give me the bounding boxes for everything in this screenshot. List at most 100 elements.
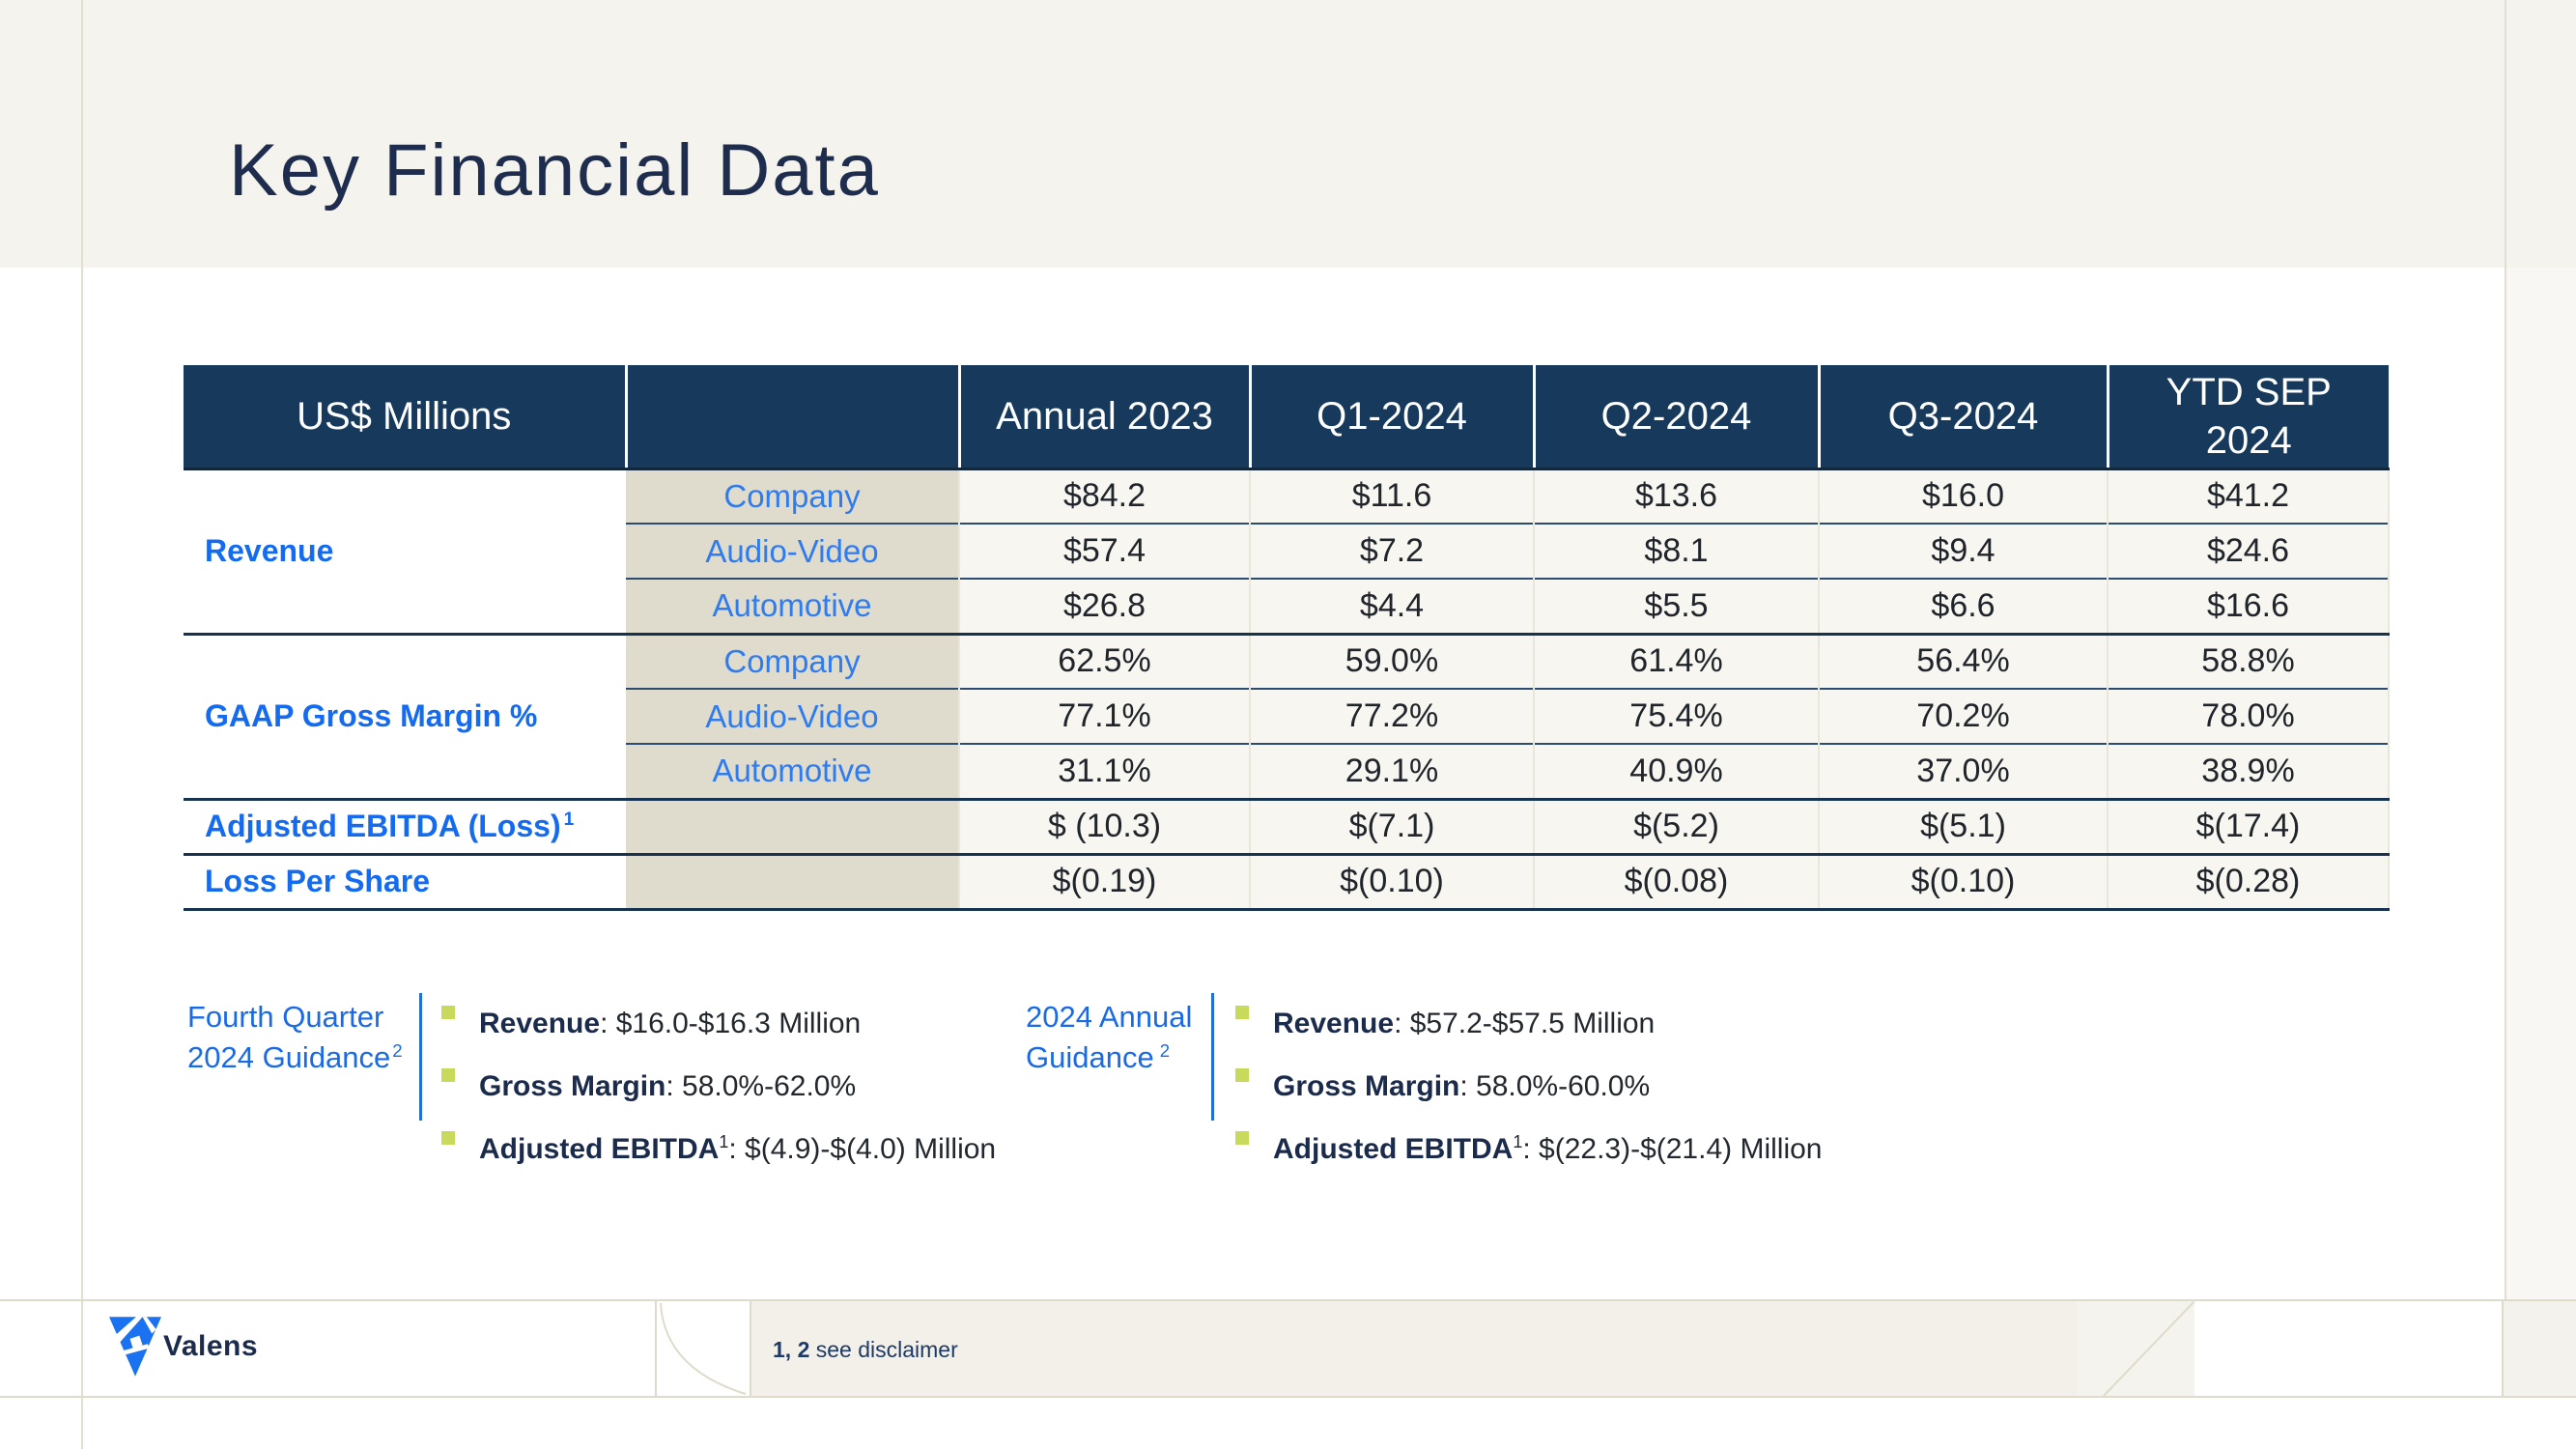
segment-label: Audio-Video [626,523,960,579]
bullet-square-icon [441,1006,455,1019]
cell-value: $(0.28) [2108,852,2390,911]
segment-blank [626,852,960,911]
footer-arc-decoration [655,1299,751,1398]
header-ytd-sep-2024: YTD SEP 2024 [2108,365,2389,470]
cell-value: 56.4% [1819,632,2109,689]
cell-value: $6.6 [1819,578,2109,634]
cell-value: 70.2% [1819,688,2109,744]
left-margin-line [81,0,83,1449]
header-unit: US$ Millions [184,365,628,470]
brand-name: Valens [163,1330,259,1362]
row-group-adjusted-ebitda: Adjusted EBITDA (Loss) 1 [184,797,626,854]
cell-value: 77.1% [959,688,1251,744]
cell-value: 77.2% [1250,688,1535,744]
guidance-annual-section: 2024 Annual Guidance 2 Revenue: $57.2-$57… [1026,993,1822,1169]
cell-value: $(0.10) [1250,852,1535,911]
cell-value: $(5.1) [1819,797,2109,854]
cell-value: 29.1% [1250,743,1535,799]
footer-right-band [2504,1301,2576,1396]
table-row: Automotive 31.1% 29.1% 40.9% 37.0% 38.9% [184,743,2390,799]
cell-value: 58.8% [2108,632,2390,689]
table-row: Revenue Company $84.2 $11.6 $13.6 $16.0 … [184,469,2390,634]
table-row: Automotive $26.8 $4.4 $5.5 $6.6 $16.6 [184,578,2390,634]
cell-value: 59.0% [1250,632,1535,689]
segment-label: Company [626,632,960,689]
cell-value: $(17.4) [2108,797,2390,854]
cell-value: $(0.10) [1819,852,2109,911]
header-q1-2024: Q1-2024 [1250,365,1536,470]
financial-table: US$ Millions Annual 2023 Q1-2024 Q2-2024… [184,365,2390,911]
cell-value: $(0.08) [1534,852,1820,911]
bullet-square-icon [1235,1068,1249,1082]
guidance-items: Revenue: $57.2-$57.5 Million Gross Margi… [1235,997,1822,1169]
guidance-item-gross-margin: Gross Margin: 58.0%-62.0% [441,1060,996,1106]
cell-value: 78.0% [2108,688,2390,744]
cell-value: 62.5% [959,632,1251,689]
guidance-item-revenue: Revenue: $16.0-$16.3 Million [441,997,996,1043]
footnote-marker: 1 [719,1132,729,1151]
table-row: Loss Per Share $(0.19) $(0.10) $(0.08) $… [184,852,2390,911]
cell-value: $5.5 [1534,578,1820,634]
table-header-row: US$ Millions Annual 2023 Q1-2024 Q2-2024… [184,365,2389,470]
diagonal-line-icon [2103,1300,2195,1397]
footer-bottom-line [0,1396,2576,1398]
bullet-square-icon [441,1068,455,1082]
footnote-marker: 2 [1159,1039,1171,1061]
footnote-marker: 1 [563,810,575,831]
header-blank [626,365,961,470]
guidance-divider [1211,993,1214,1121]
table-row: Audio-Video 77.1% 77.2% 75.4% 70.2% 78.0… [184,688,2390,744]
cell-value: $24.6 [2108,523,2390,579]
footer-white-box [2194,1301,2504,1396]
bullet-square-icon [441,1131,455,1145]
segment-label: Automotive [626,743,960,799]
row-group-loss-per-share: Loss Per Share [184,852,626,911]
cell-value: $(5.2) [1534,797,1820,854]
right-margin-line [2505,0,2506,1335]
table-row: Audio-Video $57.4 $7.2 $8.1 $9.4 $24.6 [184,523,2390,579]
header-q2-2024: Q2-2024 [1534,365,1821,470]
guidance-q4-section: Fourth Quarter 2024 Guidance 2 Revenue: $… [187,993,996,1169]
cell-value: 38.9% [2108,743,2390,799]
footnote-marker: 1 [1513,1132,1523,1151]
cell-value: 61.4% [1534,632,1820,689]
segment-label: Audio-Video [626,688,960,744]
guidance-item-revenue: Revenue: $57.2-$57.5 Million [1235,997,1822,1043]
guidance-divider [419,993,422,1121]
cell-value: 31.1% [959,743,1251,799]
table-row: Adjusted EBITDA (Loss) 1 $ (10.3) $(7.1) … [184,797,2390,854]
cell-value: 75.4% [1534,688,1820,744]
cell-value: 40.9% [1534,743,1820,799]
header-annual-2023: Annual 2023 [959,365,1252,470]
row-group-gaap-gross-margin: GAAP Gross Margin % [184,632,626,799]
footer-diagonal-decoration [2077,1300,2195,1397]
segment-blank [626,797,960,854]
footnote-numbers: 1, 2 [773,1337,810,1362]
bullet-square-icon [1235,1131,1249,1145]
guidance-item-adjusted-ebitda: Adjusted EBITDA1: $(4.9)-$(4.0) Million [441,1122,996,1169]
row-group-revenue: Revenue [184,469,626,634]
cell-value: $41.2 [2108,469,2390,524]
footer-disclaimer: 1, 2 see disclaimer [773,1337,958,1362]
guidance-items: Revenue: $16.0-$16.3 Million Gross Margi… [441,997,996,1169]
cell-value: $16.0 [1819,469,2109,524]
footer-middle-band [751,1301,2077,1396]
cell-value: $57.4 [959,523,1251,579]
cell-value: $7.2 [1250,523,1535,579]
guidance-item-adjusted-ebitda: Adjusted EBITDA1: $(22.3)-$(21.4) Millio… [1235,1122,1822,1169]
guidance-q4-heading: Fourth Quarter 2024 Guidance 2 [187,1000,403,1074]
segment-label: Automotive [626,578,960,634]
footnote-marker: 2 [392,1039,403,1061]
guidance-annual-heading: 2024 Annual Guidance 2 [1026,1000,1193,1074]
right-margin-tint [2506,268,2576,1299]
page-title: Key Financial Data [229,129,880,212]
cell-value: $9.4 [1819,523,2109,579]
guidance-item-gross-margin: Gross Margin: 58.0%-60.0% [1235,1060,1822,1106]
bullet-square-icon [1235,1006,1249,1019]
cell-value: $(0.19) [959,852,1251,911]
header-q3-2024: Q3-2024 [1819,365,2109,470]
quarter-arc-icon [660,1302,747,1395]
valens-logo-icon [109,1317,161,1377]
table-row: GAAP Gross Margin % Company 62.5% 59.0% … [184,632,2390,799]
